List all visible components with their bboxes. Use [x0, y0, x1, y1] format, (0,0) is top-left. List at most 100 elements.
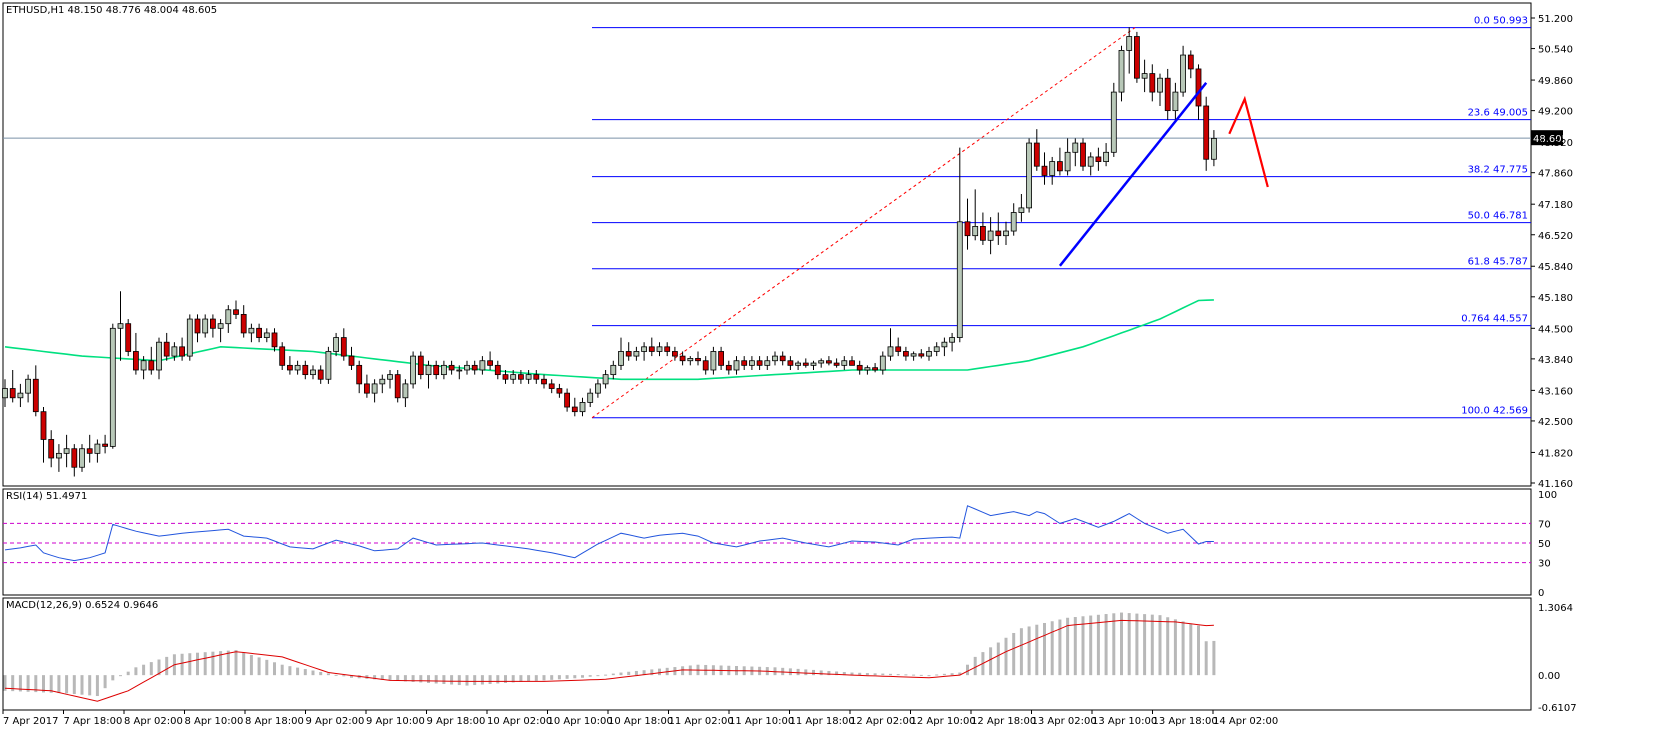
macd-histogram-bar	[1189, 623, 1193, 676]
candle-body-bear	[209, 318, 216, 329]
macd-histogram-bar	[126, 671, 130, 676]
macd-histogram-bar	[935, 674, 939, 676]
macd-histogram-bar	[234, 650, 238, 676]
fib-level-label: 100.0 42.569	[1461, 406, 1528, 417]
candle-body-bear	[1080, 142, 1086, 167]
candle	[286, 356, 293, 375]
candle	[1049, 156, 1056, 185]
macd-histogram-bar	[634, 670, 638, 676]
candle	[248, 323, 255, 343]
candle-body-bear	[71, 448, 78, 468]
macd-histogram-bar	[781, 667, 785, 676]
candle	[864, 365, 871, 375]
candle-body-bull	[749, 360, 755, 366]
candle	[856, 360, 863, 375]
candle-body-bull	[656, 346, 663, 352]
macd-histogram-bar	[465, 675, 469, 686]
candle-body-bear	[548, 383, 555, 389]
candle	[1141, 59, 1148, 93]
candle	[926, 346, 932, 361]
macd-histogram-bar	[319, 671, 323, 676]
candle-body-bear	[487, 360, 494, 366]
candle-body-bull	[294, 364, 301, 371]
macd-panel[interactable]	[2, 597, 1532, 711]
candle	[1103, 143, 1109, 167]
candle-body-bull	[956, 221, 963, 338]
candle-body-bull	[325, 351, 332, 380]
candle-body-bull	[371, 383, 378, 394]
candle	[733, 356, 740, 375]
candle	[402, 379, 409, 408]
candle	[579, 397, 586, 417]
macd-histogram-bar	[1150, 614, 1154, 676]
candle-body-bear	[1164, 77, 1171, 112]
macd-histogram-bar	[396, 675, 400, 681]
candle-body-bull	[109, 327, 116, 447]
candle-body-bear	[1095, 156, 1102, 162]
candle-body-bear	[148, 360, 155, 371]
macd-tick-label: -0.6107	[1538, 703, 1577, 714]
macd-histogram-bar	[95, 675, 99, 697]
candle-body-bear	[132, 351, 139, 371]
candle	[841, 356, 848, 370]
macd-histogram-bar	[1066, 617, 1070, 676]
candle-body-bull	[1049, 161, 1056, 176]
macd-histogram-bar	[504, 675, 507, 683]
candle-body-bear	[348, 355, 355, 366]
rsi-tick-label: 0	[1538, 588, 1544, 599]
candle	[779, 351, 786, 366]
candle-body-bull	[587, 392, 594, 403]
time-tick-label: 8 Apr 02:00	[124, 716, 183, 727]
macd-histogram-bar	[627, 671, 631, 676]
candle-body-bear	[179, 346, 186, 357]
candle-body-bear	[1195, 68, 1202, 107]
macd-histogram-bar	[65, 675, 69, 694]
candle-body-bear	[725, 364, 732, 371]
candle	[1211, 130, 1217, 167]
time-tick-label: 7 Apr 18:00	[64, 716, 123, 727]
macd-histogram-bar	[296, 667, 300, 676]
candle-body-bear	[394, 374, 401, 399]
price-tick-label: 43.160	[1538, 386, 1573, 397]
candle-body-bear	[125, 323, 132, 352]
candle	[633, 346, 640, 361]
macd-histogram-bar	[534, 675, 538, 681]
candle	[410, 351, 417, 389]
candle-body-bear	[1134, 36, 1140, 79]
candle	[156, 337, 162, 380]
price-tick-label: 44.500	[1538, 324, 1573, 335]
candle	[972, 189, 979, 241]
macd-histogram-bar	[226, 650, 230, 676]
candle	[941, 337, 948, 357]
candle-body-bear	[433, 364, 440, 376]
candle-body-bear	[672, 351, 678, 357]
candle-body-bull	[579, 402, 586, 413]
candle	[887, 328, 894, 361]
candle	[1033, 129, 1040, 171]
macd-histogram-bar	[342, 675, 346, 677]
macd-histogram-bar	[388, 675, 392, 681]
price-panel[interactable]	[2, 2, 1532, 487]
candle-body-bull	[602, 374, 609, 385]
macd-histogram-bar	[18, 675, 22, 692]
candle-body-bull	[79, 448, 85, 468]
macd-histogram-bar	[273, 662, 276, 676]
candle-body-bull	[710, 351, 717, 371]
fib-level-label: 38.2 47.775	[1468, 165, 1528, 176]
candle	[895, 337, 902, 357]
candle-body-bear	[895, 346, 902, 352]
candle-body-bull	[333, 337, 340, 352]
fib-level-label: 61.8 45.787	[1468, 257, 1528, 268]
candle-body-bear	[163, 341, 170, 357]
candle	[40, 407, 47, 463]
candle-body-bear	[964, 221, 971, 237]
candle-body-bull	[117, 323, 124, 329]
rsi-panel[interactable]	[2, 488, 1532, 596]
candle-body-bear	[995, 230, 1002, 237]
candle	[1118, 45, 1125, 102]
candle	[933, 342, 940, 357]
price-tick-label: 51.200	[1538, 14, 1573, 25]
candle-body-bear	[1187, 54, 1194, 70]
candle	[625, 342, 632, 361]
candle	[202, 314, 209, 338]
